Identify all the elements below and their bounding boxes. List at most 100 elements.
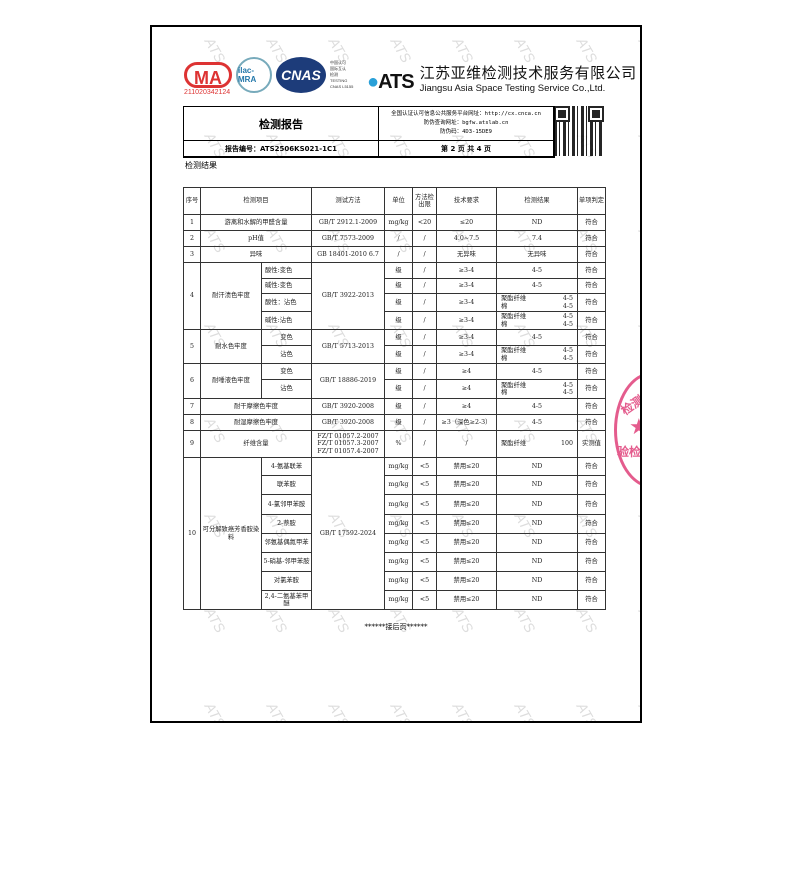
table-cell: ≥3-4 [436,278,497,294]
result-cell: 无异味 [496,246,578,263]
result-cell: ND [496,457,578,476]
company-header: ●ATS 江苏亚维检测技术服务有限公司 Jiangsu Asia Space T… [367,62,637,94]
table-cell: 符合 [577,262,606,279]
watermark: ATS [635,224,642,256]
table-row: 1 游离和水解的甲醛含量 GB/T 2912.1-2009 mg/kg <20 ≤20 ND… [183,214,606,231]
cma-number: 211020342124 [184,89,231,96]
watermark: ATS [201,699,229,723]
table-cell: 级 [384,379,413,399]
table-cell: / [412,363,437,380]
table-cell: ≥3-4 [436,345,497,364]
table-cell: ≥3-4 [436,293,497,312]
report-page: ATS ATS ATS ATS ATS ATS ATS ATS ATS ATS ATS ATS ATS A… [150,25,642,723]
table-cell: 禁用≤20 [436,457,497,476]
anti-fake-code: 防伪码：4D3-15DE9 [440,129,492,135]
table-cell: 符合 [577,345,606,364]
official-seal: 检测技★验检 [614,372,640,488]
table-cell: mg/kg [384,494,413,515]
table-cell: mg/kg [384,214,413,231]
table-row: 序号 检测项目 测试方法 单位 方法检出限 技术要求 检测结果 单项判定 [183,187,606,215]
table-cell: 符合 [577,457,606,476]
table-cell: 符合 [577,311,606,330]
ats-logo: ●ATS [367,71,415,93]
table-cell: mg/kg [384,514,413,534]
table-cell: 耐干摩擦色牢度 [200,398,312,415]
table-cell: 符合 [577,278,606,294]
result-cell: ND [496,475,578,495]
table-cell: / [412,345,437,364]
table-cell: 禁用≤20 [436,571,497,591]
table-cell: 邻氨基偶氮甲苯 [261,533,312,553]
result-cell: 4-5 [496,278,578,294]
table-cell: 4-氯邻甲苯胺 [261,494,312,515]
table-cell: GB/T 18886-2019 [311,363,385,399]
table-cell: 耐水色牢度 [200,329,262,364]
table-cell: / [412,430,437,458]
table-cell: 游离和水解的甲醛含量 [200,214,312,231]
table-cell: GB/T 7573-2009 [311,230,385,247]
table-cell: 符合 [577,552,606,572]
table-cell: 符合 [577,246,606,263]
table-cell: 7 [183,398,201,415]
table-cell: ≥4 [436,363,497,380]
table-cell: <5 [412,571,437,591]
method-cell: FZ/T 01057.2-2007 FZ/T 01057.3-2007 FZ/T 0… [311,430,385,458]
table-row: 10 可分解致癌芳香胺染料 4-氨基联苯 GB/T 17592-2024 mg/kg <5… [183,457,606,610]
table-cell: ≥3（深色≥2-3） [436,414,497,431]
watermark: ATS [449,34,477,66]
result-cell: 4-5 [496,329,578,346]
result-cell: 聚酯纤维棉 4-5 4-5 [496,379,578,399]
table-cell: / [412,230,437,247]
result-cell: 聚酯纤维棉 4-5 4-5 [496,311,578,330]
watermark: ATS [511,34,539,66]
table-cell: 符合 [577,414,606,431]
query-url: 防伪查询网址：bgfw.atslab.cn [423,120,509,126]
table-row: 碱性:沾色 级 / ≥3-4 聚酯纤维棉 4-5 4-5 符合 [184,311,606,330]
table-cell: <5 [412,533,437,553]
table-cell: pH值 [200,230,312,247]
results-table: 序号 检测项目 测试方法 单位 方法检出限 技术要求 检测结果 单项判定 1 游离和水解的甲醛含量… [183,187,606,610]
table-cell: 4 [183,262,201,330]
company-name-cn: 江苏亚维检测技术服务有限公司 [419,64,637,82]
table-cell: 沾色 [261,379,312,399]
table-cell: 级 [384,311,413,330]
accreditation-logos: MA ilac-MRA CNAS 中国认可 国际互认 检测 TESTING CNAS L… [184,55,353,95]
result-cell: 4-5 [496,262,578,279]
result-cell: ND [496,533,578,553]
table-cell: 8 [183,414,201,431]
table-cell: 2-萘胺 [261,514,312,534]
watermark: ATS [325,699,353,723]
table-cell: 异味 [200,246,312,263]
watermark: ATS [573,34,601,66]
table-row: 5 耐水色牢度 变色 GB/T 5713-2013 级 / ≥3-4 4-5 符合 [183,329,606,364]
table-cell: 耐湿摩擦色牢度 [200,414,312,431]
table-cell: 测试方法 [311,187,385,215]
table-cell: 符合 [577,214,606,231]
table-cell: 变色 [261,363,312,380]
table-cell: 单位 [384,187,413,215]
table-cell: 可分解致癌芳香胺染料 [200,457,262,610]
table-cell: % [384,430,413,458]
table-cell: ≥3-4 [436,311,497,330]
table-cell: / [436,430,497,458]
table-cell: 联苯胺 [261,475,312,495]
table-cell: 技术要求 [436,187,497,215]
table-row: 4-氯邻甲苯胺 mg/kg <5 禁用≤20 ND 符合 [184,494,606,515]
table-cell: 符合 [577,230,606,247]
table-cell: 符合 [577,475,606,495]
watermark: ATS [387,699,415,723]
table-cell: / [412,379,437,399]
table-row: 8 耐湿摩擦色牢度 GB/T 3920-2008 级 / ≥3（深色≥2-3） 4-5 符合 [183,414,606,431]
table-cell: GB/T 5713-2013 [311,329,385,364]
table-cell: 对氯苯胺 [261,571,312,591]
result-cell: 聚酯纤维棉 4-5 4-5 [496,293,578,312]
table-cell: mg/kg [384,475,413,495]
table-cell: 纤维含量 [200,430,312,458]
result-cell: 4-5 [496,414,578,431]
page-indicator: 第 2 页 共 4 页 [441,144,491,153]
table-cell: 禁用≤20 [436,533,497,553]
report-number: 报告编号：ATS2506KS021-1C1 [224,144,338,153]
table-cell: ≤20 [436,214,497,231]
table-cell: 5 [183,329,201,364]
table-cell: <5 [412,514,437,534]
